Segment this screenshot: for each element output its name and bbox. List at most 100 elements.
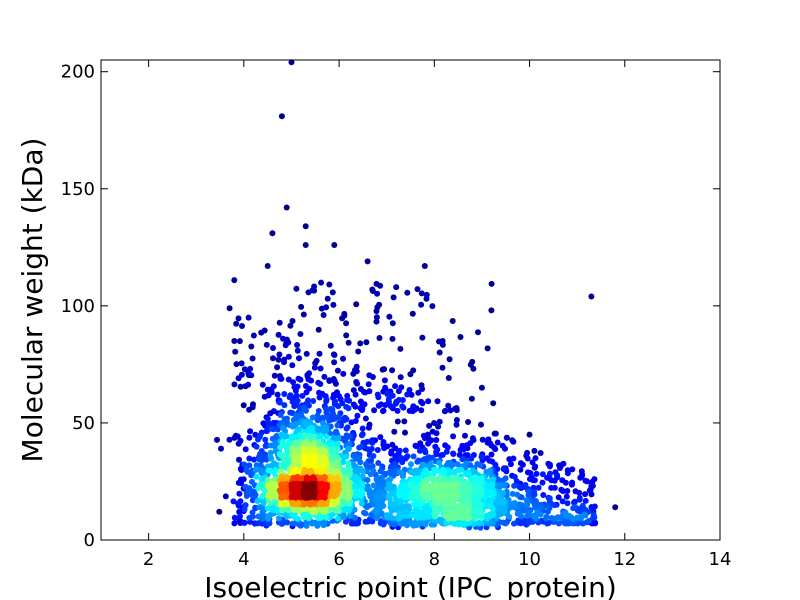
data-point: [419, 386, 426, 392]
data-point: [362, 415, 369, 422]
data-point: [330, 440, 336, 447]
data-point: [571, 498, 578, 505]
data-point: [369, 518, 376, 525]
data-point: [500, 507, 507, 514]
data-point: [311, 364, 318, 371]
data-point: [407, 371, 414, 378]
data-point: [563, 493, 570, 500]
data-point: [439, 341, 446, 348]
data-point: [421, 456, 428, 463]
data-point: [408, 519, 415, 526]
data-point: [299, 392, 306, 399]
data-point: [315, 515, 322, 522]
data-point: [256, 433, 263, 440]
data-point: [326, 281, 333, 288]
data-point: [384, 512, 390, 519]
data-point: [355, 520, 361, 527]
axis-ticks: 2 4 6 8 10 12 14 0 50 100 150 200: [61, 60, 731, 570]
data-point: [320, 420, 327, 427]
data-point: [377, 282, 384, 289]
data-point: [441, 468, 448, 475]
data-point: [258, 520, 265, 527]
data-point: [290, 458, 297, 465]
data-point: [459, 495, 466, 502]
data-point: [340, 483, 347, 490]
data-point: [527, 476, 533, 483]
data-point: [320, 312, 327, 318]
data-point: [317, 365, 324, 372]
data-point: [278, 420, 285, 427]
data-point: [425, 440, 432, 447]
data-point: [294, 397, 301, 404]
data-point: [262, 436, 269, 443]
data-point: [345, 405, 352, 412]
data-point: [303, 454, 309, 461]
data-point: [420, 471, 427, 478]
data-point: [236, 338, 243, 345]
data-point: [344, 396, 351, 403]
data-point: [551, 515, 558, 522]
data-point: [396, 447, 403, 454]
data-point: [236, 490, 243, 497]
data-point: [475, 520, 482, 527]
data-point: [275, 356, 282, 363]
data-point: [305, 397, 312, 404]
data-point: [269, 230, 276, 237]
data-point: [310, 398, 317, 404]
data-point: [416, 447, 423, 454]
data-point: [386, 313, 393, 320]
data-point: [376, 494, 383, 501]
data-point: [420, 486, 426, 493]
data-point: [574, 514, 581, 521]
data-point: [345, 446, 352, 453]
data-point: [300, 441, 307, 448]
data-point: [276, 399, 283, 406]
data-point: [569, 479, 576, 486]
data-point: [537, 450, 544, 456]
data-point: [514, 491, 521, 498]
data-point: [488, 280, 495, 287]
data-point: [316, 350, 323, 357]
data-point: [433, 437, 440, 443]
data-point: [290, 448, 297, 455]
data-point: [468, 455, 475, 462]
data-point: [242, 446, 249, 453]
data-point: [477, 462, 484, 469]
data-point: [368, 457, 375, 464]
data-point: [240, 402, 247, 409]
data-point: [436, 349, 443, 356]
data-point: [304, 493, 311, 500]
data-point: [433, 430, 440, 437]
data-point: [433, 451, 440, 458]
data-point: [441, 408, 448, 415]
data-point: [341, 310, 348, 317]
data-point: [417, 514, 424, 521]
data-point: [398, 384, 405, 391]
data-point: [524, 512, 531, 519]
data-point: [354, 467, 361, 474]
data-point: [399, 403, 406, 410]
data-point: [336, 393, 342, 399]
data-point: [216, 508, 223, 515]
data-point: [318, 279, 325, 286]
data-point: [489, 506, 496, 512]
data-point: [381, 377, 388, 384]
data-point: [509, 490, 516, 497]
data-point: [559, 477, 566, 484]
data-point: [559, 498, 566, 505]
data-point: [450, 500, 457, 507]
data-point: [434, 493, 441, 500]
data-point: [343, 332, 350, 339]
data-point: [394, 418, 401, 425]
data-point: [250, 456, 257, 463]
data-point: [263, 428, 270, 435]
data-point: [329, 416, 335, 423]
y-tick-label: 200: [61, 62, 95, 83]
data-point: [375, 460, 382, 466]
data-point: [294, 383, 301, 390]
data-point: [468, 395, 475, 402]
data-point: [560, 488, 566, 495]
data-point: [564, 467, 571, 474]
data-point: [287, 322, 294, 329]
data-point: [442, 475, 449, 482]
